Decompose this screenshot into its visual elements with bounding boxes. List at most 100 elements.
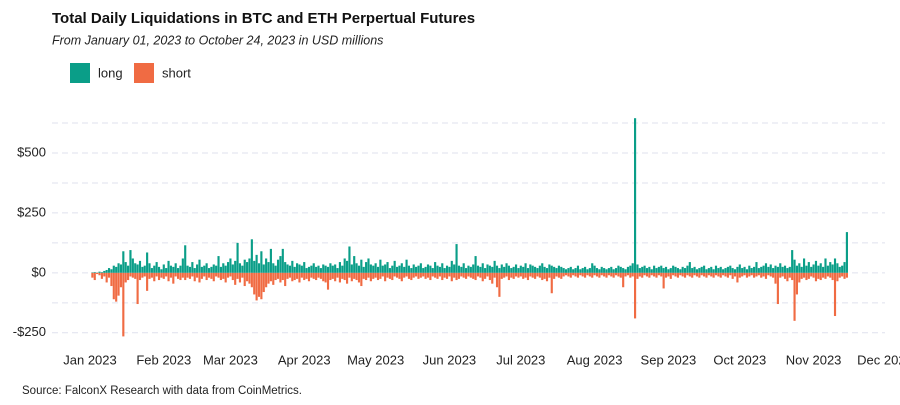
bar	[306, 273, 308, 279]
bar	[448, 267, 450, 273]
bar	[436, 266, 438, 273]
bar	[632, 273, 634, 277]
bar	[746, 273, 748, 278]
bar	[810, 273, 812, 277]
bar	[679, 273, 681, 275]
bar	[796, 266, 798, 273]
bar	[798, 263, 800, 273]
bar	[344, 273, 346, 280]
bar	[282, 273, 284, 280]
bar	[196, 264, 198, 272]
bar	[734, 269, 736, 273]
bar	[420, 273, 422, 278]
bar	[463, 263, 465, 273]
bar	[306, 268, 308, 273]
bar	[248, 273, 250, 284]
bar	[532, 273, 534, 278]
bar	[748, 273, 750, 277]
bar	[560, 273, 562, 279]
bar	[129, 273, 131, 277]
bar	[736, 273, 738, 283]
bar	[753, 267, 755, 273]
bar	[108, 268, 110, 273]
bar	[544, 273, 546, 279]
bar	[298, 264, 300, 272]
bar	[103, 273, 105, 277]
bar	[653, 273, 655, 277]
bar	[815, 261, 817, 273]
bar	[489, 273, 491, 280]
bar	[510, 268, 512, 273]
bar	[596, 268, 598, 273]
bar	[551, 266, 553, 273]
bar	[217, 273, 219, 278]
bar	[513, 273, 515, 279]
bar	[770, 273, 772, 277]
bar	[439, 273, 441, 277]
bar	[372, 273, 374, 279]
bar	[496, 273, 498, 287]
bar	[258, 263, 260, 273]
bar	[367, 273, 369, 278]
bar	[498, 273, 500, 297]
bar	[125, 273, 127, 283]
bar	[203, 273, 205, 277]
bar	[627, 273, 629, 275]
bar	[820, 273, 822, 280]
bar	[139, 273, 141, 280]
bar	[122, 273, 124, 337]
bar	[177, 268, 179, 273]
bar	[639, 268, 641, 273]
bar	[713, 273, 715, 278]
bar	[786, 273, 788, 281]
bar	[332, 273, 334, 279]
bar	[382, 266, 384, 273]
bar	[260, 251, 262, 273]
bar	[256, 273, 258, 301]
bar	[629, 273, 631, 278]
bar	[670, 268, 672, 273]
bar	[448, 273, 450, 277]
bar	[367, 258, 369, 272]
bar	[698, 273, 700, 278]
bar	[529, 273, 531, 277]
bar	[477, 266, 479, 273]
bar	[341, 266, 343, 273]
y-tick-label: $250	[17, 204, 46, 219]
bar	[663, 273, 665, 289]
x-tick-label: May 2023	[347, 352, 404, 367]
bar	[146, 273, 148, 291]
bar	[113, 266, 115, 273]
y-tick-label: -$250	[13, 324, 46, 339]
bar	[360, 273, 362, 286]
bar	[686, 273, 688, 275]
bar	[253, 273, 255, 295]
bar	[322, 273, 324, 281]
bar	[163, 273, 165, 279]
bar	[360, 260, 362, 273]
bar	[629, 266, 631, 273]
bar	[386, 262, 388, 273]
x-tick-label: Apr 2023	[278, 352, 331, 367]
x-tick-label: Dec 2023	[857, 352, 900, 367]
bar	[227, 273, 229, 278]
bar	[751, 268, 753, 273]
bar	[406, 260, 408, 273]
bar	[624, 269, 626, 273]
bar	[196, 273, 198, 278]
bar	[127, 266, 129, 273]
bar	[636, 273, 638, 279]
bar	[151, 273, 153, 278]
bar	[586, 273, 588, 275]
bar	[294, 267, 296, 273]
bar	[286, 264, 288, 272]
bar	[120, 264, 122, 272]
bar	[817, 266, 819, 273]
bar	[696, 269, 698, 273]
x-tick-label: Jun 2023	[423, 352, 477, 367]
bar	[677, 268, 679, 273]
bar	[517, 268, 519, 273]
bar	[570, 273, 572, 278]
bar	[239, 273, 241, 283]
bar	[484, 268, 486, 273]
